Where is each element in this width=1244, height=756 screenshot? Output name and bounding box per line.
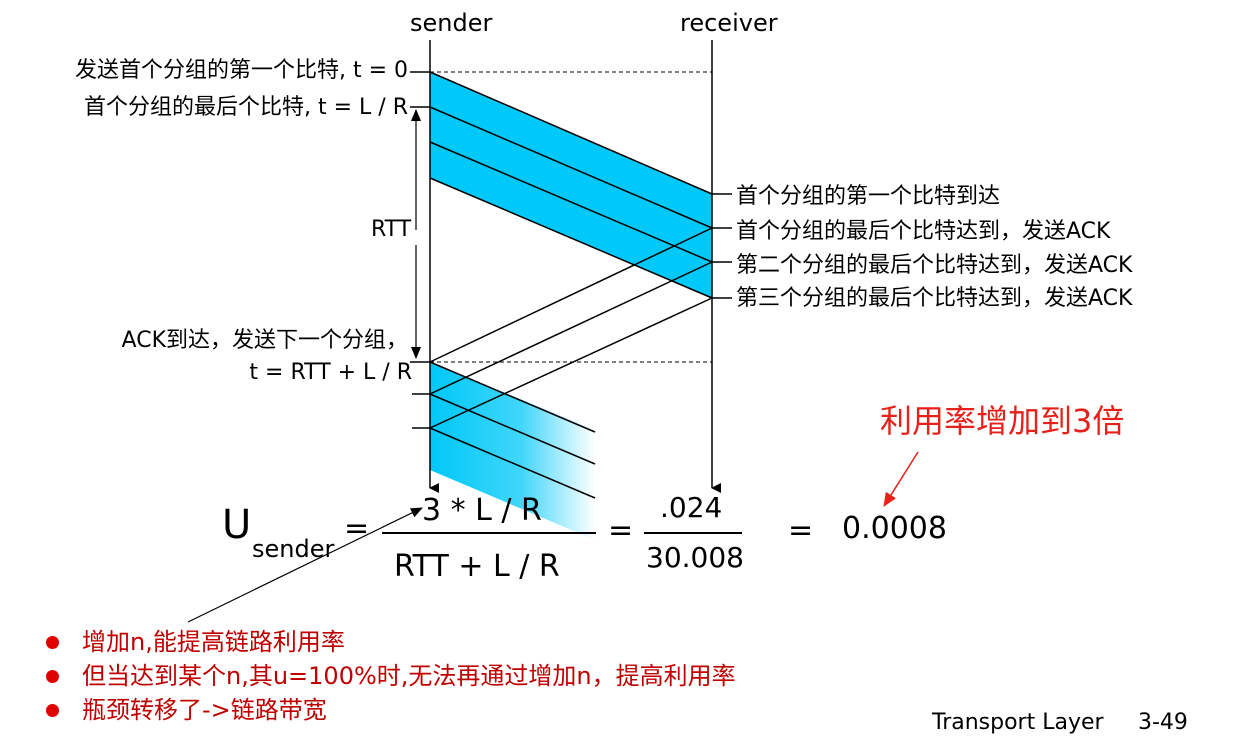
packet2-line-2 — [429, 393, 596, 465]
packet-line-4 — [429, 177, 713, 299]
label-ack-arrive-1: ACK到达，发送下一个分组， — [121, 328, 408, 353]
formula-subscript: sender — [252, 535, 335, 563]
formula-num2: .024 — [660, 491, 723, 524]
label-third-pkt-last-bit: 第三个分组的最后个比特达到，发送ACK — [736, 286, 1133, 311]
sender-header: sender — [410, 9, 493, 37]
ack-line-3 — [429, 297, 713, 429]
packet2-line-3 — [429, 427, 596, 499]
formula-result: 0.0008 — [842, 511, 947, 546]
receiver-header: receiver — [680, 9, 778, 37]
formula-eq2: = — [608, 513, 634, 548]
ack-line-1 — [429, 227, 713, 363]
label-first-bit: 发送首个分组的第一个比特, t = 0 — [74, 58, 408, 83]
packet2-line-1 — [429, 361, 596, 433]
bullet-dot-3 — [46, 704, 59, 717]
formula-u: U — [222, 502, 252, 548]
label-first-bit-arrive: 首个分组的第一个比特到达 — [736, 184, 1001, 209]
label-ack-arrive-2: t = RTT + L / R — [249, 360, 412, 385]
packet-band-second — [430, 362, 595, 540]
label-first-pkt-last-bit: 首个分组的最后个比特达到，发送ACK — [736, 219, 1111, 244]
formula-numerator: 3 * L / R — [422, 493, 542, 528]
annotation-arrow — [883, 451, 919, 507]
formula-denominator: RTT + L / R — [394, 549, 560, 584]
bullet-dot-1 — [46, 636, 59, 649]
label-rtt: RTT — [371, 217, 412, 242]
label-last-bit: 首个分组的最后个比特, t = L / R — [84, 95, 408, 120]
bullet-to-formula-arrow — [187, 507, 423, 623]
bullet-dot-2 — [46, 670, 59, 683]
formula-eq3: = — [788, 513, 814, 548]
ack-line-2 — [429, 261, 713, 395]
packet-line-3 — [429, 141, 713, 263]
label-second-pkt-last-bit: 第二个分组的最后个比特达到，发送ACK — [736, 253, 1133, 278]
bullet-2: 但当达到某个n,其u=100%时,无法再通过增加n，提高利用率 — [82, 662, 736, 690]
packet-band-first — [430, 72, 712, 298]
footer-page: 3-49 — [1138, 710, 1188, 735]
formula-fraction-bar — [382, 532, 596, 534]
bullet-3: 瓶颈转移了->链路带宽 — [82, 696, 327, 724]
formula-fraction-bar-2 — [644, 532, 742, 534]
formula-eq1: = — [344, 511, 370, 546]
packet-line-2 — [429, 106, 713, 229]
packet-line-1 — [429, 71, 713, 195]
bullet-1: 增加n,能提高链路利用率 — [82, 628, 345, 656]
footer-title: Transport Layer — [932, 710, 1104, 735]
utilization-annotation: 利用率增加到3倍 — [880, 402, 1125, 440]
formula-den2: 30.008 — [646, 541, 744, 574]
